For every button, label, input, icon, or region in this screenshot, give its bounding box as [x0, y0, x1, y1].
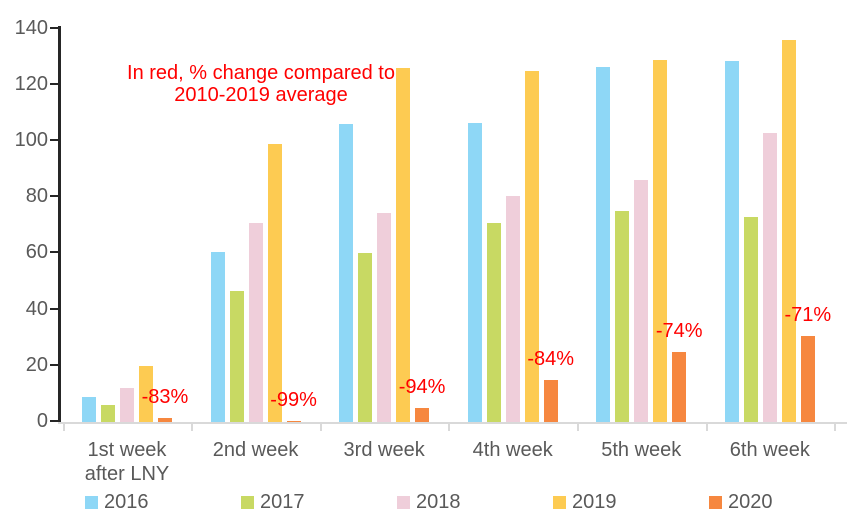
legend-item-2017: 2017 — [241, 491, 397, 513]
y-tick-label: 120 — [14, 72, 48, 95]
bar-2019 — [138, 365, 153, 422]
legend-item-2020: 2020 — [709, 491, 855, 513]
y-tick-label: 80 — [25, 185, 48, 208]
y-tick-mark — [50, 251, 59, 254]
legend-label: 2016 — [104, 491, 149, 513]
bar-group-1 — [63, 0, 192, 422]
y-tick-label: 20 — [25, 353, 48, 376]
annotation-line-2: 2010-2019 average — [174, 84, 348, 106]
x-tick-mark — [448, 424, 451, 431]
y-tick-mark — [50, 26, 59, 29]
x-tick-mark — [705, 424, 708, 431]
bar-2020 — [672, 351, 687, 422]
x-axis-label: 6th week — [729, 439, 810, 461]
bar-group-4 — [448, 0, 577, 422]
y-tick-mark — [50, 307, 59, 310]
x-tick-mark — [834, 424, 837, 431]
pct-change-label: -74% — [655, 319, 703, 342]
bar-2017 — [358, 253, 373, 422]
y-tick-label: 100 — [14, 129, 48, 152]
legend-item-2018: 2018 — [397, 491, 553, 513]
annotation-line-1: In red, % change compared to — [127, 62, 395, 84]
pct-change-label: -71% — [784, 304, 832, 327]
x-tick-mark — [319, 424, 322, 431]
bar-2016 — [339, 124, 354, 422]
bar-2019 — [267, 143, 282, 422]
bar-2019 — [653, 59, 668, 422]
bar-2020 — [543, 379, 558, 422]
bar-2020 — [415, 407, 430, 422]
bar-2017 — [615, 211, 630, 422]
bar-2018 — [119, 388, 134, 422]
bar-group-2 — [191, 0, 320, 422]
pct-change-label: -99% — [270, 388, 317, 411]
x-axis-label: 4th week — [472, 439, 553, 461]
legend-marker-icon — [241, 495, 254, 509]
legend-marker-icon — [709, 495, 722, 509]
bar-2018 — [377, 212, 392, 422]
x-axis-label: 2nd week — [212, 439, 299, 461]
y-tick-label: 40 — [25, 297, 48, 320]
y-tick-mark — [50, 139, 59, 142]
bar-2020 — [286, 420, 301, 422]
x-axis-line — [58, 422, 847, 424]
x-tick-mark — [576, 424, 579, 431]
y-tick-mark — [50, 420, 59, 422]
bar-2017 — [100, 405, 115, 422]
bar-2017 — [743, 216, 758, 422]
bar-2018 — [634, 180, 649, 422]
y-tick-mark — [50, 195, 59, 198]
legend-item-2016: 2016 — [85, 491, 241, 513]
bar-group-6 — [706, 0, 835, 422]
y-tick-label: 140 — [14, 16, 48, 39]
bar-2018 — [762, 132, 777, 422]
bar-2016 — [596, 66, 611, 422]
bar-2018 — [248, 222, 263, 422]
legend-marker-icon — [85, 495, 98, 509]
x-axis-label: 3rd week — [343, 439, 425, 461]
bar-2019 — [781, 39, 796, 422]
chart-annotation: In red, % change compared to 2010-2019 a… — [115, 62, 407, 106]
bar-2017 — [486, 222, 501, 422]
x-axis-label: 5th week — [601, 439, 682, 461]
bar-2016 — [210, 252, 225, 422]
y-tick-mark — [50, 363, 59, 366]
bar-2016 — [724, 61, 739, 422]
legend-label: 2020 — [728, 491, 773, 513]
bar-group-5 — [577, 0, 706, 422]
legend-marker-icon — [553, 495, 566, 509]
x-tick-mark — [191, 424, 194, 431]
pct-change-label: -84% — [527, 347, 575, 370]
pct-change-label: -83% — [141, 386, 189, 409]
legend-marker-icon — [397, 495, 410, 509]
legend-label: 2018 — [416, 491, 461, 513]
pct-change-label: -94% — [398, 375, 446, 398]
y-tick-label: 0 — [36, 410, 48, 432]
legend: 2016 2017 2018 2019 2020 — [85, 491, 855, 513]
bar-2020 — [157, 418, 172, 422]
x-axis-label: 1st week after LNY — [84, 439, 170, 485]
bar-2017 — [229, 291, 244, 422]
bar-2016 — [467, 122, 482, 422]
bar-2020 — [800, 336, 815, 422]
y-axis-line — [58, 26, 61, 423]
bar-group-3 — [320, 0, 449, 422]
legend-label: 2019 — [572, 491, 617, 513]
bar-2019 — [524, 70, 539, 422]
x-tick-mark — [62, 424, 65, 431]
bar-2016 — [81, 396, 96, 422]
y-tick-mark — [50, 82, 59, 85]
y-tick-label: 60 — [25, 241, 48, 264]
bar-2018 — [505, 195, 520, 422]
legend-item-2019: 2019 — [553, 491, 709, 513]
bar-2019 — [396, 68, 411, 422]
legend-label: 2017 — [260, 491, 305, 513]
